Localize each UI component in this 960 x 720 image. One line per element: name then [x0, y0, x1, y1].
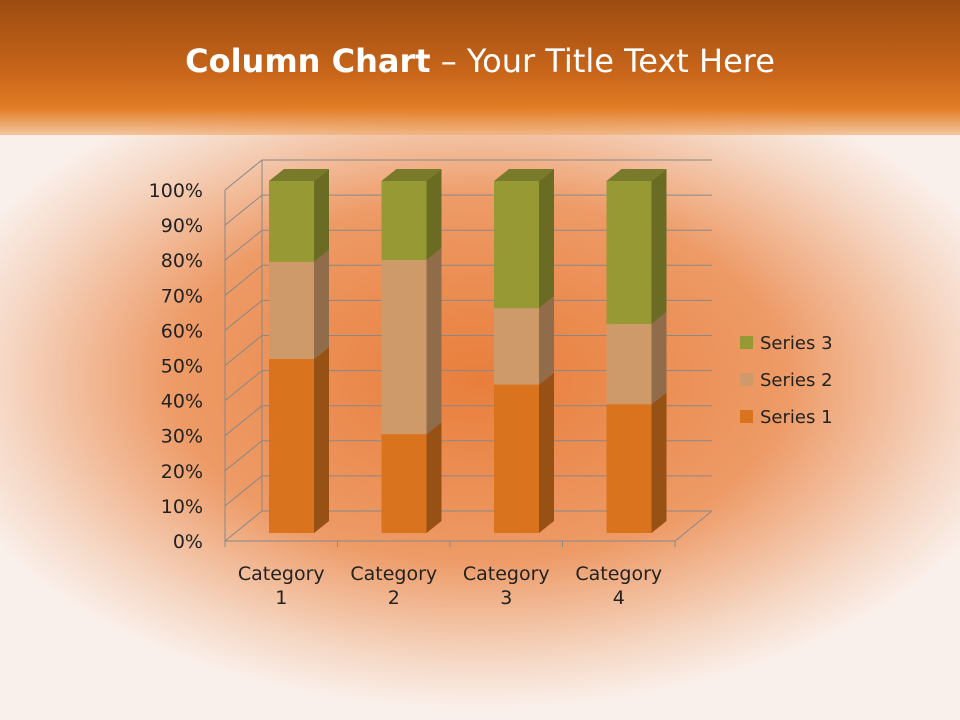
bar-series-2-cat-4 — [606, 324, 652, 405]
bar-series-2-cat-3 — [494, 308, 539, 385]
bar-series-2-cat-2 — [381, 260, 427, 435]
x-tick-label: 1 — [275, 587, 287, 609]
legend-label: Series 1 — [760, 407, 833, 428]
bar-side — [651, 312, 667, 405]
gridline-side — [224, 510, 263, 542]
gridline-side — [224, 405, 263, 437]
y-tick-label: 50% — [161, 356, 203, 378]
title-bold: Column Chart — [185, 42, 431, 80]
y-tick-label: 0% — [173, 531, 203, 553]
x-tick-label: Category — [350, 563, 437, 585]
gridline-side — [224, 194, 263, 226]
bar-series-1-cat-2 — [381, 434, 427, 533]
gridline-side — [224, 229, 263, 261]
title-rest: – Your Title Text Here — [430, 42, 775, 80]
legend-label: Series 3 — [760, 333, 833, 354]
y-tick-label: 40% — [161, 391, 203, 413]
bar-top — [606, 169, 667, 181]
gridline-side — [224, 300, 263, 331]
bar-side — [426, 422, 442, 533]
gridline-side — [224, 370, 263, 401]
legend-swatch — [740, 410, 753, 423]
bar-series-3-cat-3 — [494, 181, 539, 309]
bar-top — [494, 169, 554, 181]
slide-title: Column Chart – Your Title Text Here — [0, 42, 960, 80]
legend-label: Series 2 — [760, 370, 833, 391]
y-tick-label: 60% — [161, 320, 203, 342]
bar-series-1-cat-3 — [494, 384, 539, 533]
gridline-side — [224, 335, 263, 366]
bar-side — [426, 248, 442, 435]
bar-series-1-cat-4 — [606, 404, 652, 533]
bar-side — [651, 392, 667, 533]
gridline-side — [224, 440, 263, 472]
x-tick-label: Category — [463, 563, 550, 585]
bar-side — [314, 347, 329, 533]
bar-side — [314, 249, 329, 360]
y-tick-label: 30% — [161, 426, 203, 448]
x-tick-label: 4 — [613, 587, 625, 609]
y-tick-label: 10% — [161, 496, 203, 518]
x-tick-label: Category — [238, 563, 325, 585]
x-tick-label: Category — [575, 563, 662, 585]
legend: Series 3 Series 2 Series 1 — [740, 333, 833, 428]
legend-swatch — [740, 373, 753, 386]
y-tick-label: 100% — [149, 180, 203, 202]
x-tick-label: 3 — [500, 587, 512, 609]
bar-top — [381, 169, 442, 181]
bar-series-1-cat-1 — [269, 359, 314, 533]
gridline-side — [224, 159, 263, 191]
bar-series-3-cat-4 — [606, 181, 652, 325]
bar-side — [539, 372, 554, 533]
y-tick-label: 70% — [161, 285, 203, 307]
bar-top — [269, 169, 329, 181]
legend-swatch — [740, 336, 753, 349]
y-tick-label: 80% — [161, 250, 203, 272]
floor-edge — [674, 510, 713, 542]
title-band — [0, 0, 960, 135]
y-tick-label: 20% — [161, 461, 203, 483]
bar-side — [539, 169, 554, 309]
gridline-side — [224, 264, 263, 296]
bar-series-2-cat-1 — [269, 261, 314, 360]
bar-side — [651, 169, 667, 325]
bar-series-3-cat-2 — [381, 181, 427, 261]
bar-side — [539, 296, 554, 385]
bar-side — [314, 169, 329, 262]
x-tick-label: 2 — [388, 587, 400, 609]
gridline-side — [224, 475, 263, 507]
bar-series-3-cat-1 — [269, 181, 314, 262]
bar-side — [426, 169, 442, 261]
y-tick-label: 90% — [161, 215, 203, 237]
